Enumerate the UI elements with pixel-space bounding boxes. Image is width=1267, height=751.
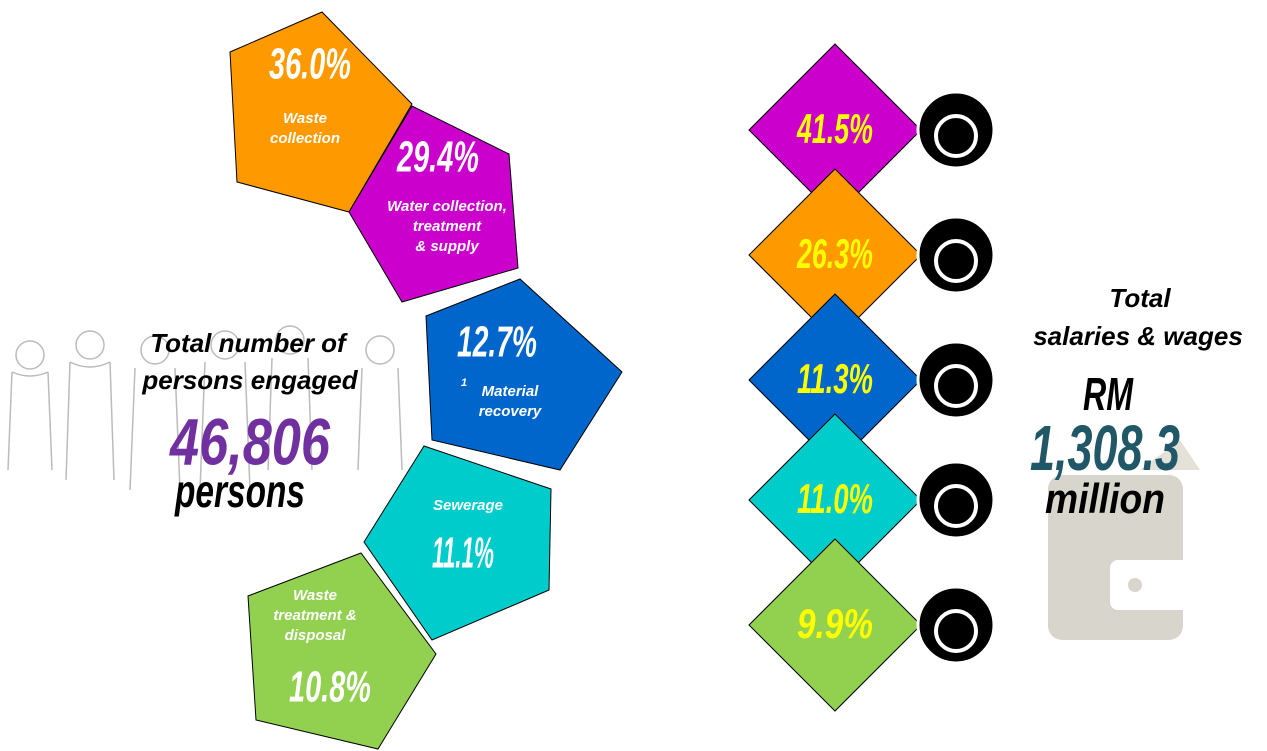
percentage: 41.5% — [796, 105, 873, 152]
percentage: 10.8% — [289, 663, 371, 712]
footnote: 1 — [461, 377, 467, 389]
percentage: 11.1% — [432, 529, 494, 578]
percentage: 11.3% — [797, 355, 873, 402]
segment-label: collection — [270, 130, 340, 147]
pentagon — [426, 279, 622, 470]
segment-label: disposal — [285, 627, 347, 644]
segment-label: Waste — [293, 587, 337, 604]
segment-label: recovery — [479, 403, 542, 420]
segment-label: treatment — [413, 218, 482, 235]
infographic: 36.0% Waste collection 29.4% Water colle… — [0, 0, 1267, 751]
salaries-unit: million — [1045, 475, 1165, 522]
salaries-title: Total — [1109, 283, 1171, 313]
percentage: 9.9% — [797, 600, 873, 647]
percentage: 36.0% — [269, 40, 351, 89]
percentage: 12.7% — [457, 318, 537, 367]
segment-label: Waste — [283, 110, 327, 127]
persons-title: Total number of — [150, 328, 348, 358]
percentage: 29.4% — [396, 133, 479, 182]
salaries-total: 1,308.3 — [1030, 412, 1180, 484]
salaries-title: salaries & wages — [1033, 321, 1243, 351]
persons-unit: persons — [174, 465, 305, 517]
segment-label: Sewerage — [433, 497, 503, 514]
segment-label: & supply — [415, 238, 479, 255]
segment-label: Material — [482, 383, 540, 400]
persons-title: persons engaged — [141, 365, 358, 395]
percentage: 11.0% — [797, 475, 873, 522]
percentage: 26.3% — [796, 230, 873, 277]
segment-label: Water collection, — [387, 198, 507, 215]
segment-label: treatment & — [273, 607, 356, 624]
